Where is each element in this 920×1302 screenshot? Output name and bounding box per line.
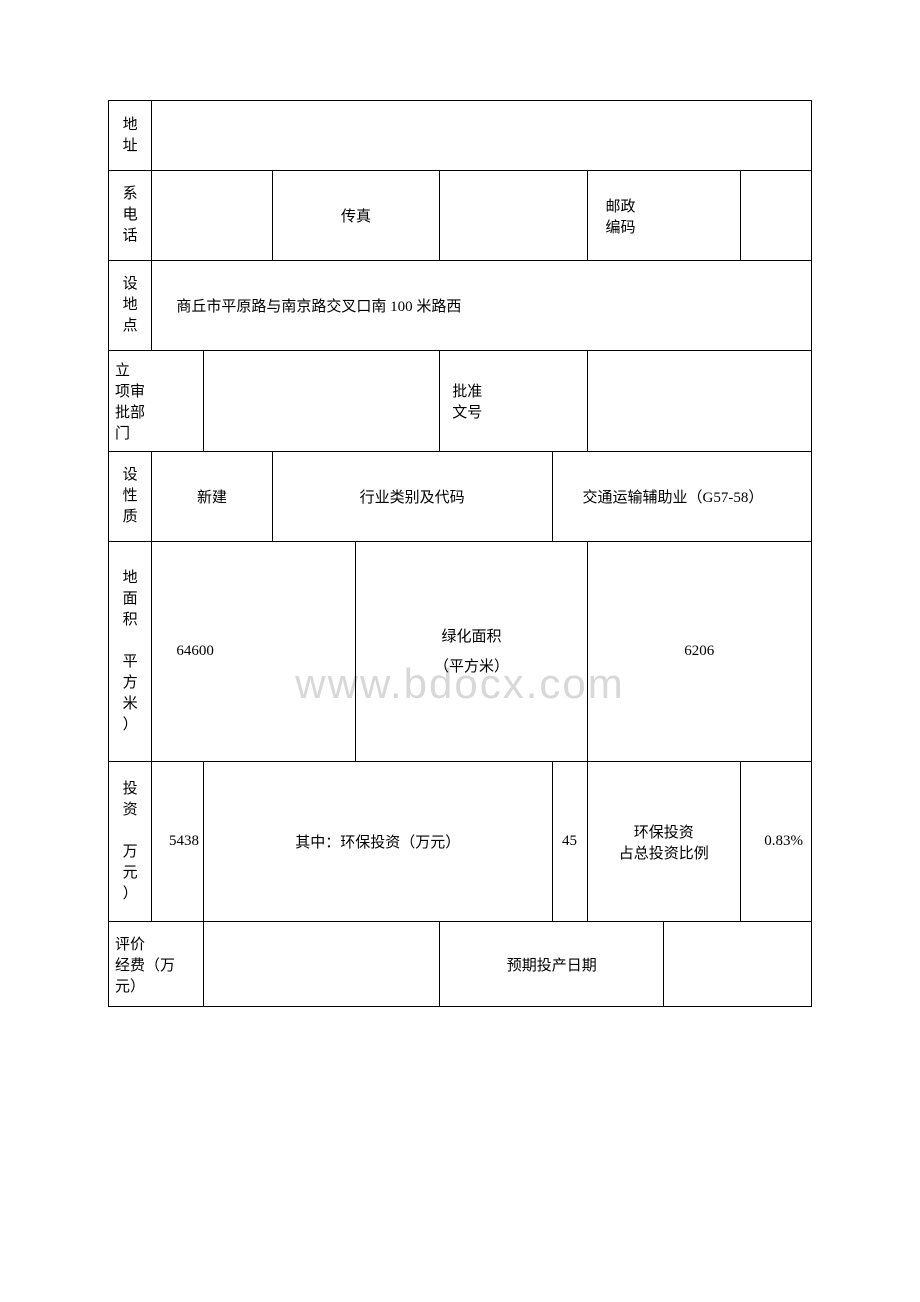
project-info-table: 地 址 系 电 话 传真 邮政 编码 设 地 点 商丘市平原路与南京路交叉口南 … xyxy=(108,100,812,1007)
env-investment-label: 其中：环保投资（万元） xyxy=(204,762,553,922)
nature-label: 设 性 质 xyxy=(115,465,145,528)
area-label-cell: 地 面 积 平 方 米 ） xyxy=(109,542,152,762)
location-label-cell: 设 地 点 xyxy=(109,261,152,351)
nature-value: 新建 xyxy=(152,452,272,542)
approval-doc-value xyxy=(587,351,812,452)
prod-date-label: 预期投产日期 xyxy=(440,922,664,1007)
area-value: 64600 xyxy=(152,542,356,762)
postal-value xyxy=(741,171,812,261)
evaluation-label: 评价 经费（万 元） xyxy=(109,922,204,1007)
investment-label-cell: 投 资 万 元 ） xyxy=(109,762,152,922)
phone-label: 系 电 话 xyxy=(115,184,145,247)
table-row: 立 项审 批部 门 批准 文号 xyxy=(109,351,812,452)
approval-dept-value xyxy=(204,351,440,452)
green-area-value: 6206 xyxy=(587,542,812,762)
table-row: 地 面 积 平 方 米 ） 64600 绿化面积 （平方米） 6206 xyxy=(109,542,812,762)
fax-value xyxy=(440,171,587,261)
table-row: 设 地 点 商丘市平原路与南京路交叉口南 100 米路西 xyxy=(109,261,812,351)
investment-value: 5438 xyxy=(152,762,204,922)
investment-label: 投 资 万 元 ） xyxy=(115,779,145,905)
form-table-container: 地 址 系 电 话 传真 邮政 编码 设 地 点 商丘市平原路与南京路交叉口南 … xyxy=(108,100,812,1007)
address-label: 地 址 xyxy=(115,115,145,157)
env-investment-value: 45 xyxy=(552,762,587,922)
nature-label-cell: 设 性 质 xyxy=(109,452,152,542)
table-row: 投 资 万 元 ） 5438 其中：环保投资（万元） 45 环保投资 占总投资比… xyxy=(109,762,812,922)
fax-label: 传真 xyxy=(272,171,440,261)
table-row: 设 性 质 新建 行业类别及代码 交通运输辅助业（G57-58） xyxy=(109,452,812,542)
approval-doc-label: 批准 文号 xyxy=(440,351,587,452)
location-label: 设 地 点 xyxy=(115,274,145,337)
address-value xyxy=(152,101,812,171)
prod-date-value xyxy=(664,922,812,1007)
table-row: 系 电 话 传真 邮政 编码 xyxy=(109,171,812,261)
phone-value xyxy=(152,171,272,261)
evaluation-value xyxy=(204,922,440,1007)
address-label-cell: 地 址 xyxy=(109,101,152,171)
location-value: 商丘市平原路与南京路交叉口南 100 米路西 xyxy=(152,261,812,351)
table-row: 评价 经费（万 元） 预期投产日期 xyxy=(109,922,812,1007)
ratio-label: 环保投资 占总投资比例 xyxy=(587,762,741,922)
table-row: 地 址 xyxy=(109,101,812,171)
industry-label: 行业类别及代码 xyxy=(272,452,552,542)
ratio-value: 0.83% xyxy=(741,762,812,922)
area-label: 地 面 积 平 方 米 ） xyxy=(115,568,145,736)
green-area-label: 绿化面积 （平方米） xyxy=(356,542,587,762)
industry-value: 交通运输辅助业（G57-58） xyxy=(552,452,812,542)
phone-label-cell: 系 电 话 xyxy=(109,171,152,261)
postal-label: 邮政 编码 xyxy=(587,171,741,261)
approval-label: 立 项审 批部 门 xyxy=(109,351,204,452)
